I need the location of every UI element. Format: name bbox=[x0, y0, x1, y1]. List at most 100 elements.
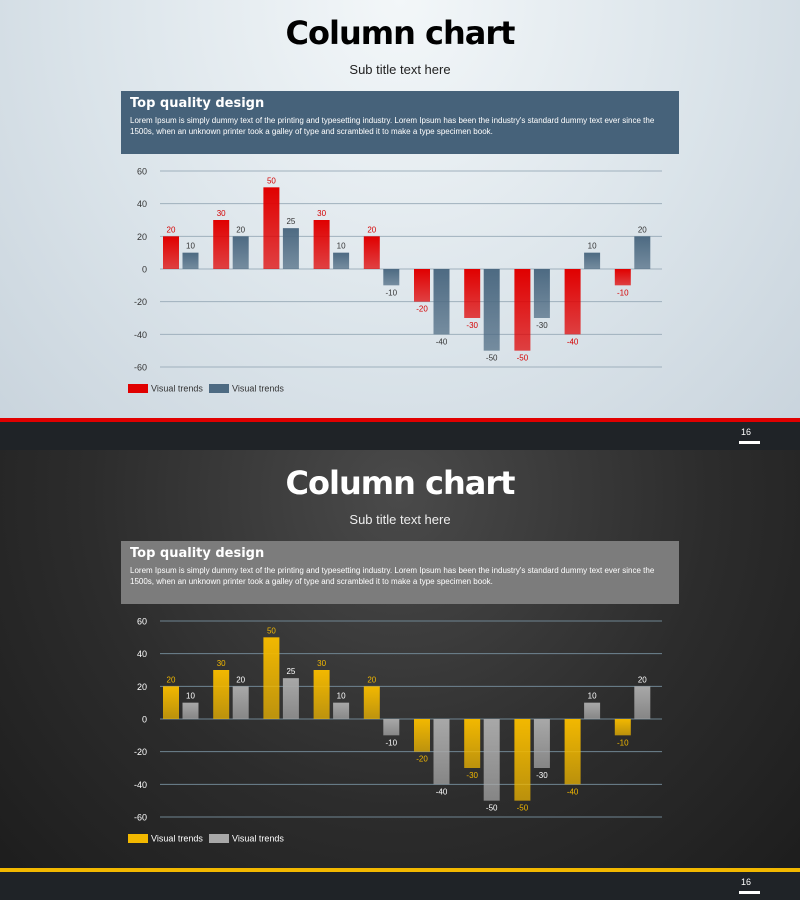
bar bbox=[213, 670, 230, 719]
data-label: 10 bbox=[588, 692, 597, 701]
data-label: 30 bbox=[317, 209, 326, 218]
data-label: -30 bbox=[466, 321, 478, 330]
legend-label: Visual trends bbox=[151, 384, 203, 394]
bar bbox=[313, 670, 330, 719]
footer: 16 bbox=[0, 872, 800, 900]
page-number-underline bbox=[739, 891, 760, 894]
info-box-heading: Top quality design bbox=[130, 96, 265, 111]
data-label: 20 bbox=[367, 225, 376, 234]
y-tick-label: 20 bbox=[137, 232, 147, 242]
data-label: -20 bbox=[416, 305, 428, 314]
bar bbox=[313, 220, 330, 269]
data-label: 25 bbox=[286, 667, 295, 676]
bar bbox=[383, 719, 400, 736]
bar bbox=[433, 269, 450, 335]
y-tick-label: 0 bbox=[142, 265, 147, 275]
data-label: -10 bbox=[617, 738, 629, 747]
bar bbox=[333, 252, 350, 269]
legend-swatch bbox=[209, 384, 229, 393]
data-label: 10 bbox=[186, 692, 195, 701]
slide-light: Column chart Sub title text here Top qua… bbox=[0, 0, 800, 450]
bar bbox=[564, 719, 581, 785]
data-label: -50 bbox=[486, 804, 498, 813]
bar bbox=[414, 719, 430, 752]
column-chart: 60 40 20 0 -20 -40 -60 20 30 50 30 20 -20 -30 -50 -40 -1… bbox=[128, 167, 662, 394]
bar bbox=[213, 220, 230, 269]
bar bbox=[533, 719, 550, 768]
data-label: -20 bbox=[416, 755, 428, 764]
legend-label: Visual trends bbox=[232, 834, 284, 844]
column-chart: 60 40 20 0 -20 -40 -60 20 30 50 30 20 -20 -30 -50 -40 -1… bbox=[128, 617, 662, 844]
y-tick-label: 60 bbox=[137, 617, 147, 627]
data-label: 10 bbox=[186, 242, 195, 251]
y-tick-label: 40 bbox=[137, 649, 147, 659]
info-box: Top quality design Lorem Ipsum is simply… bbox=[121, 541, 679, 604]
bar bbox=[533, 269, 550, 318]
data-label: -40 bbox=[567, 787, 579, 796]
y-tick-label: -20 bbox=[134, 297, 147, 307]
y-tick-label: -40 bbox=[134, 330, 147, 340]
bar bbox=[182, 702, 199, 719]
info-box-text: Lorem Ipsum is simply dummy text of the … bbox=[130, 116, 655, 136]
y-tick-label: 40 bbox=[137, 199, 147, 209]
bar bbox=[383, 269, 400, 286]
data-label: 20 bbox=[367, 675, 376, 684]
bar bbox=[614, 719, 631, 736]
bar bbox=[232, 686, 249, 719]
bar bbox=[464, 269, 481, 318]
y-tick-label: -60 bbox=[134, 363, 147, 373]
data-label: -10 bbox=[617, 288, 629, 297]
bar bbox=[182, 252, 199, 269]
page-number: 16 bbox=[740, 877, 751, 887]
data-label: 25 bbox=[286, 217, 295, 226]
bar bbox=[464, 719, 481, 768]
bar bbox=[263, 187, 280, 269]
bar bbox=[584, 702, 601, 719]
bar bbox=[514, 719, 531, 801]
data-label: 10 bbox=[588, 242, 597, 251]
bar bbox=[634, 686, 651, 719]
info-box: Top quality design Lorem Ipsum is simply… bbox=[121, 91, 679, 154]
info-box-heading: Top quality design bbox=[130, 546, 265, 561]
data-label: -30 bbox=[536, 321, 548, 330]
legend-swatch bbox=[209, 834, 229, 843]
bar bbox=[363, 686, 380, 719]
data-label: 20 bbox=[638, 675, 647, 684]
bar bbox=[614, 269, 631, 286]
y-tick-label: 0 bbox=[142, 715, 147, 725]
page-number: 16 bbox=[740, 427, 751, 437]
page-number-underline bbox=[739, 441, 760, 444]
slide-title: Column chart bbox=[285, 14, 516, 52]
bar bbox=[163, 236, 179, 269]
y-tick-label: 60 bbox=[137, 167, 147, 177]
bar bbox=[282, 678, 299, 719]
bar bbox=[333, 702, 350, 719]
legend-label: Visual trends bbox=[151, 834, 203, 844]
bar bbox=[263, 637, 280, 719]
bar bbox=[483, 269, 500, 351]
bar bbox=[414, 269, 430, 302]
y-tick-label: 20 bbox=[137, 682, 147, 692]
legend-swatch bbox=[128, 384, 148, 393]
data-label: 50 bbox=[267, 176, 276, 185]
data-label: -10 bbox=[386, 288, 398, 297]
data-label: -50 bbox=[486, 354, 498, 363]
bar bbox=[163, 686, 179, 719]
footer-accent-bar bbox=[0, 418, 800, 422]
bar bbox=[282, 228, 299, 269]
bar bbox=[514, 269, 531, 351]
bar bbox=[564, 269, 581, 335]
data-label: 30 bbox=[217, 659, 226, 668]
data-label: -40 bbox=[436, 337, 448, 346]
data-label: -30 bbox=[536, 771, 548, 780]
bar bbox=[584, 252, 601, 269]
data-label: 10 bbox=[337, 242, 346, 251]
bar bbox=[433, 719, 450, 785]
data-label: 20 bbox=[638, 225, 647, 234]
legend-label: Visual trends bbox=[232, 384, 284, 394]
data-label: 20 bbox=[167, 225, 176, 234]
footer-accent-bar bbox=[0, 868, 800, 872]
legend-swatch bbox=[128, 834, 148, 843]
data-label: 10 bbox=[337, 692, 346, 701]
data-label: -40 bbox=[567, 337, 579, 346]
